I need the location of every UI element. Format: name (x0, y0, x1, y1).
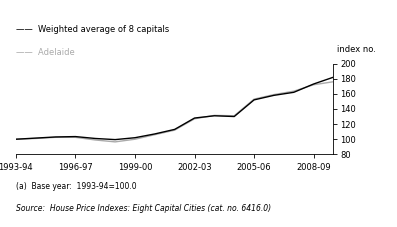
Adelaide (291, 90, 296, 93)
Adelaide (252, 98, 256, 101)
Adelaide (33, 137, 38, 140)
Adelaide (272, 93, 276, 96)
Adelaide (172, 129, 177, 131)
Adelaide (73, 136, 78, 139)
Adelaide (53, 136, 58, 139)
Weighted average of 8 capitals (252, 99, 256, 101)
Adelaide (232, 114, 237, 117)
Adelaide (13, 138, 18, 141)
Weighted average of 8 capitals (53, 136, 58, 138)
Weighted average of 8 capitals (113, 138, 118, 141)
Weighted average of 8 capitals (152, 133, 157, 135)
Weighted average of 8 capitals (133, 136, 137, 139)
Text: ——  Adelaide: —— Adelaide (16, 48, 75, 57)
Weighted average of 8 capitals (13, 138, 18, 141)
Weighted average of 8 capitals (232, 115, 237, 118)
Text: (a)  Base year:  1993-94=100.0: (a) Base year: 1993-94=100.0 (16, 182, 137, 191)
Weighted average of 8 capitals (93, 137, 98, 140)
Adelaide (93, 139, 98, 141)
Line: Weighted average of 8 capitals: Weighted average of 8 capitals (16, 77, 333, 140)
Line: Adelaide: Adelaide (16, 82, 333, 142)
Adelaide (152, 133, 157, 136)
Adelaide (133, 138, 137, 141)
Weighted average of 8 capitals (311, 83, 316, 85)
Weighted average of 8 capitals (212, 114, 217, 117)
Adelaide (192, 117, 197, 120)
Weighted average of 8 capitals (33, 137, 38, 139)
Text: Source:  House Price Indexes: Eight Capital Cities (cat. no. 6416.0): Source: House Price Indexes: Eight Capit… (16, 204, 271, 213)
Adelaide (113, 141, 118, 143)
Text: index no.: index no. (337, 45, 376, 54)
Weighted average of 8 capitals (192, 117, 197, 119)
Adelaide (212, 114, 217, 117)
Text: ——  Weighted average of 8 capitals: —— Weighted average of 8 capitals (16, 25, 169, 34)
Weighted average of 8 capitals (73, 135, 78, 138)
Weighted average of 8 capitals (331, 76, 336, 79)
Adelaide (311, 83, 316, 86)
Adelaide (331, 80, 336, 83)
Weighted average of 8 capitals (291, 91, 296, 94)
Weighted average of 8 capitals (172, 128, 177, 131)
Weighted average of 8 capitals (272, 94, 276, 97)
